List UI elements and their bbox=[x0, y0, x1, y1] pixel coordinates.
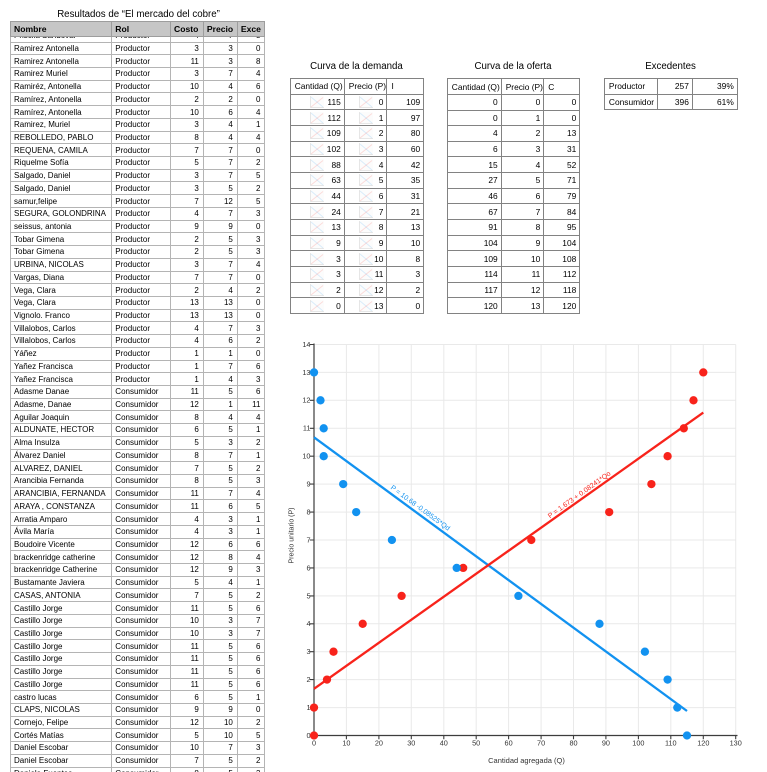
svg-text:10: 10 bbox=[302, 452, 310, 461]
svg-text:8: 8 bbox=[306, 508, 310, 517]
svg-text:10: 10 bbox=[342, 739, 350, 748]
svg-text:40: 40 bbox=[440, 739, 448, 748]
svg-text:120: 120 bbox=[697, 739, 709, 748]
svg-text:P = 10.68 -0.08525*Qd: P = 10.68 -0.08525*Qd bbox=[389, 484, 451, 532]
svg-text:9: 9 bbox=[306, 480, 310, 489]
svg-text:11: 11 bbox=[303, 424, 311, 433]
svg-text:110: 110 bbox=[665, 739, 677, 748]
svg-text:80: 80 bbox=[569, 739, 577, 748]
svg-text:7: 7 bbox=[306, 535, 310, 544]
svg-text:5: 5 bbox=[306, 591, 310, 600]
svg-text:1: 1 bbox=[306, 703, 310, 712]
svg-text:70: 70 bbox=[537, 739, 545, 748]
svg-text:100: 100 bbox=[632, 739, 644, 748]
svg-text:13: 13 bbox=[302, 368, 310, 377]
svg-text:0: 0 bbox=[312, 739, 316, 748]
svg-text:14: 14 bbox=[302, 340, 310, 349]
svg-text:3: 3 bbox=[306, 647, 310, 656]
svg-text:4: 4 bbox=[306, 619, 310, 628]
svg-text:60: 60 bbox=[505, 739, 513, 748]
svg-text:P = 1.673 + 0.08241*Qo: P = 1.673 + 0.08241*Qo bbox=[547, 470, 612, 520]
svg-text:Cantidad agregada (Q): Cantidad agregada (Q) bbox=[488, 756, 565, 765]
svg-text:12: 12 bbox=[302, 396, 310, 405]
svg-text:90: 90 bbox=[602, 739, 610, 748]
svg-text:20: 20 bbox=[375, 739, 383, 748]
svg-text:130: 130 bbox=[730, 739, 742, 748]
svg-text:2: 2 bbox=[306, 675, 310, 684]
svg-text:6: 6 bbox=[306, 563, 310, 572]
svg-text:50: 50 bbox=[472, 739, 480, 748]
svg-text:Precio unitario (P): Precio unitario (P) bbox=[288, 507, 295, 563]
svg-text:0: 0 bbox=[306, 731, 310, 740]
svg-text:30: 30 bbox=[407, 739, 415, 748]
